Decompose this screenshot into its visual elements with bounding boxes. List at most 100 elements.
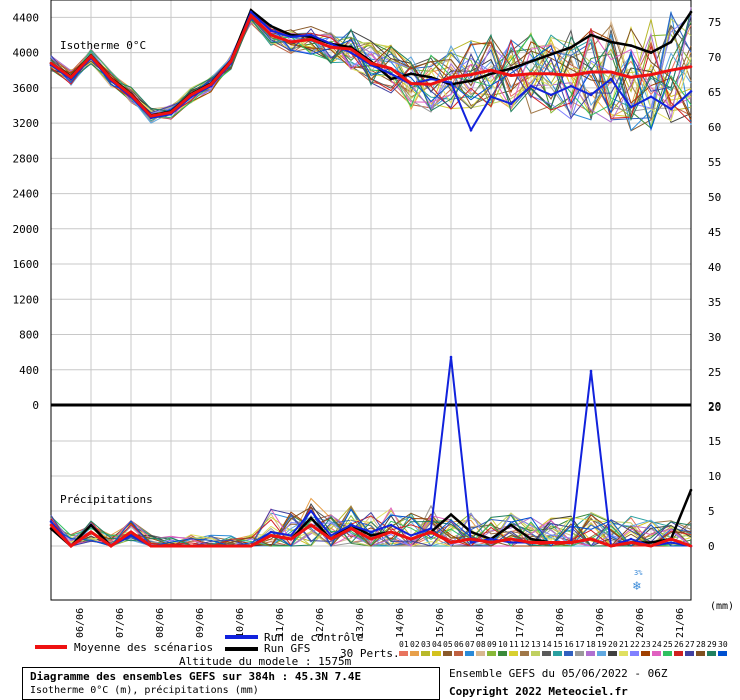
pert-number: 05 xyxy=(443,640,453,649)
x-tick-label: 15/06 xyxy=(435,608,446,638)
plot-frame xyxy=(50,0,692,601)
iso-left-tick: 4400 xyxy=(13,11,40,24)
iso-point xyxy=(409,82,413,85)
precip-point xyxy=(689,544,693,548)
precip-point xyxy=(189,544,193,548)
precip-point xyxy=(629,537,633,541)
iso-point xyxy=(189,93,193,97)
iso-point xyxy=(569,74,573,77)
iso-right-tick: 50 xyxy=(708,191,721,204)
iso-right-tick: 35 xyxy=(708,296,721,309)
precip-point xyxy=(469,541,473,544)
precip-point xyxy=(249,544,253,548)
iso-right-tick: 60 xyxy=(708,121,721,134)
precip-point xyxy=(569,541,573,544)
precip-point xyxy=(489,541,493,544)
precip-point xyxy=(489,537,493,541)
iso-point xyxy=(589,93,593,97)
iso-point xyxy=(529,60,533,63)
iso-point xyxy=(69,75,73,79)
perturbation-precip-line xyxy=(50,505,692,547)
pert-swatch xyxy=(718,651,727,656)
precip-point xyxy=(369,530,373,534)
precip-point xyxy=(369,537,373,541)
precip-point xyxy=(89,530,93,534)
iso-point xyxy=(389,77,393,81)
pert-swatch xyxy=(575,651,584,656)
iso-point xyxy=(249,10,253,14)
iso-point xyxy=(389,67,393,70)
iso-left-tick: 1600 xyxy=(13,258,40,271)
iso-point xyxy=(209,83,213,86)
precip-right-tick: 15 xyxy=(708,435,721,448)
iso-point xyxy=(689,10,693,14)
precip-point xyxy=(309,509,313,513)
precip-point xyxy=(449,513,453,516)
precip-point xyxy=(309,523,313,527)
pert-number: 01 xyxy=(399,640,409,649)
iso-right-tick: 55 xyxy=(708,156,721,169)
iso-right-tick: 20 xyxy=(708,401,721,414)
pert-number: 29 xyxy=(707,640,717,649)
precip-right-tick: 5 xyxy=(708,505,715,518)
precip-point xyxy=(309,516,313,520)
iso-point xyxy=(169,111,173,114)
pert-number: 28 xyxy=(696,640,706,649)
iso-point xyxy=(429,77,433,81)
iso-point xyxy=(309,33,313,37)
legend-mean-swatch xyxy=(35,645,67,649)
iso-point xyxy=(649,73,653,76)
iso-left-tick: 800 xyxy=(19,329,39,342)
iso-point xyxy=(329,42,333,46)
pert-swatch xyxy=(531,651,540,656)
iso-point xyxy=(629,44,633,47)
legend-control-swatch xyxy=(225,635,258,639)
pert-swatch xyxy=(553,651,562,656)
iso-point xyxy=(449,75,453,79)
pert-number: 15 xyxy=(553,640,563,649)
precip-point xyxy=(289,537,293,541)
pert-swatch xyxy=(465,651,474,656)
iso-left-tick: 0 xyxy=(32,399,39,412)
precip-point xyxy=(449,355,453,359)
pert-number: 13 xyxy=(531,640,541,649)
pert-swatch xyxy=(399,651,408,656)
precip-label: Précipitations xyxy=(60,493,153,506)
iso-left-tick: 2400 xyxy=(13,188,40,201)
pert-swatch xyxy=(586,651,595,656)
pert-swatch xyxy=(476,651,485,656)
perturbation-iso-line xyxy=(50,12,692,120)
iso-right-tick: 75 xyxy=(708,16,721,29)
iso-right-tick: 30 xyxy=(708,331,721,344)
legend-gfs-label: Run GFS xyxy=(264,642,311,655)
pert-number: 17 xyxy=(575,640,585,649)
iso-point xyxy=(509,102,513,106)
precip-point xyxy=(509,537,513,541)
precip-right-tick: 0 xyxy=(708,540,715,553)
pert-number: 14 xyxy=(542,640,552,649)
pert-swatch xyxy=(707,651,716,656)
altitude-label: Altitude du modele : 1575m xyxy=(179,655,352,668)
iso-point xyxy=(269,29,273,32)
precip-point xyxy=(349,527,353,530)
precip-point xyxy=(109,544,113,548)
pert-number: 19 xyxy=(597,640,607,649)
mm-unit-label: (mm) xyxy=(710,601,735,612)
x-tick-label: 20/06 xyxy=(635,608,646,638)
precip-right-tick: 10 xyxy=(708,470,721,483)
precip-point xyxy=(449,541,453,544)
iso-point xyxy=(669,40,673,44)
pert-number: 03 xyxy=(421,640,431,649)
iso-point xyxy=(509,74,513,77)
iso-point xyxy=(49,61,53,65)
pert-number: 04 xyxy=(432,640,442,649)
precip-point xyxy=(169,544,173,548)
pert-swatch xyxy=(674,651,683,656)
iso-point xyxy=(289,35,293,39)
precip-point xyxy=(289,534,293,537)
pert-number: 21 xyxy=(619,640,629,649)
iso-point xyxy=(329,46,333,49)
iso-point xyxy=(529,72,533,76)
iso-point xyxy=(469,128,473,132)
ensemble-run-label: Ensemble GEFS du 05/06/2022 - 06Z xyxy=(449,667,668,680)
